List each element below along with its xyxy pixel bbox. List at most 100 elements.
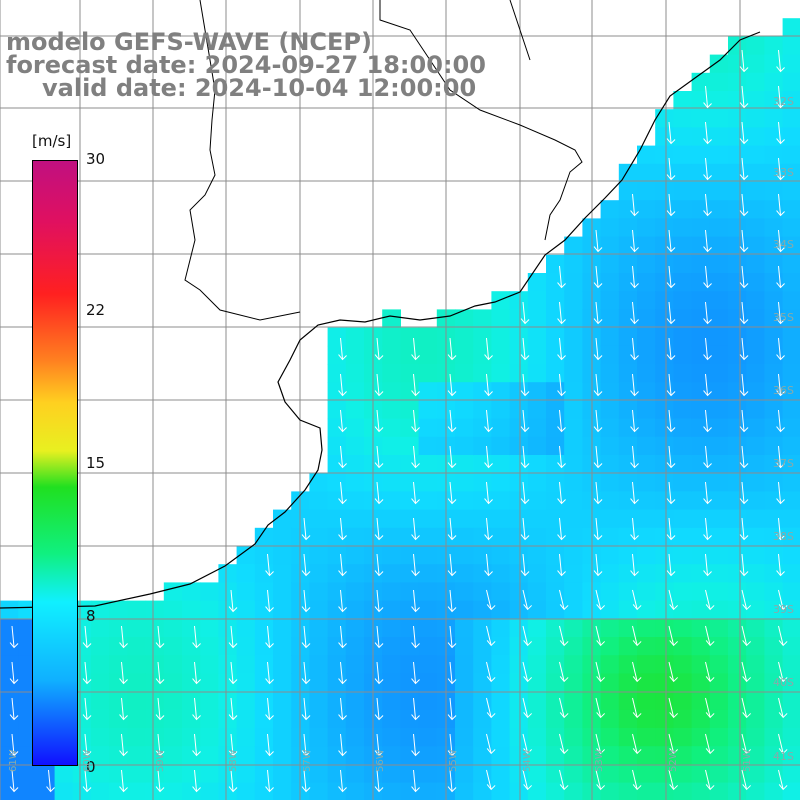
wind-cell (728, 236, 747, 256)
wind-cell (473, 400, 492, 420)
wind-cell (655, 746, 674, 765)
wind-cell (291, 691, 310, 711)
wind-cell (746, 527, 765, 547)
wind-cell (163, 764, 183, 784)
wind-cell (618, 218, 638, 238)
wind-cell (564, 327, 583, 347)
wind-cell (400, 473, 420, 492)
wind-cell (382, 509, 401, 529)
wind-cell (491, 527, 511, 547)
wind-cell (127, 655, 147, 674)
wind-cell (455, 618, 474, 638)
wind-cell (709, 546, 729, 565)
wind-arrow (668, 625, 679, 647)
longitude-label: 61W (8, 749, 19, 772)
wind-cell (728, 600, 747, 620)
wind-arrow (338, 553, 347, 577)
wind-arrow (776, 121, 785, 145)
wind-cell (764, 673, 784, 693)
wind-cell (691, 509, 711, 529)
wind-cell (382, 400, 401, 420)
wind-cell (709, 218, 729, 238)
wind-arrow (776, 85, 785, 109)
wind-cell (200, 618, 219, 638)
wind-arrow (447, 589, 457, 613)
wind-arrow (739, 301, 749, 325)
wind-cell (691, 436, 711, 456)
wind-cell (782, 582, 800, 602)
wind-cell (637, 309, 656, 329)
wind-cell (527, 273, 547, 292)
wind-cell (546, 782, 565, 800)
wind-cell (345, 673, 365, 693)
wind-cell (309, 564, 329, 583)
wind-cell (182, 655, 201, 674)
wind-cell (673, 291, 693, 310)
wind-cell (91, 691, 110, 711)
wind-cell (418, 327, 438, 347)
wind-arrow (155, 661, 165, 685)
wind-cell (345, 382, 365, 401)
wind-arrow (119, 769, 128, 793)
wind-cell (746, 200, 765, 219)
wind-cell (145, 655, 165, 674)
wind-cell (327, 691, 347, 711)
wind-cell (728, 546, 747, 565)
wind-cell (691, 546, 711, 565)
wind-cell (546, 473, 565, 492)
wind-cell (345, 782, 365, 800)
wind-cell (418, 746, 438, 765)
wind-cell (473, 673, 492, 693)
wind-cell (673, 764, 693, 784)
wind-cell (0, 655, 19, 674)
wind-cell (491, 546, 511, 565)
wind-cell (182, 728, 201, 747)
longitude-label: 58W (228, 749, 239, 772)
wind-cell (327, 782, 347, 800)
wind-cell (673, 728, 693, 747)
wind-cell (218, 582, 238, 602)
wind-cell (182, 746, 201, 765)
wind-cell (637, 291, 656, 310)
wind-cell (709, 273, 729, 292)
wind-cell (764, 582, 784, 602)
wind-cell (600, 564, 620, 583)
wind-cell (782, 618, 800, 638)
wind-cell (746, 637, 765, 656)
wind-cell (728, 218, 747, 238)
wind-cell (236, 728, 256, 747)
wind-cell (764, 491, 784, 511)
latitude-label: 37S (773, 457, 794, 470)
wind-cell (0, 618, 19, 638)
wind-cell (618, 673, 638, 693)
wind-cell (327, 491, 347, 511)
wind-arrow (739, 193, 749, 217)
wind-cell (709, 364, 729, 383)
wind-arrow (741, 769, 752, 791)
wind-cell (382, 655, 401, 674)
wind-arrow (155, 769, 165, 793)
wind-arrow (374, 481, 384, 505)
colorbar-tick-30: 30 (86, 150, 106, 168)
wind-cell (691, 564, 711, 583)
wind-cell (728, 182, 747, 201)
wind-cell (546, 746, 565, 765)
wind-cell (709, 127, 729, 147)
wind-cell (527, 455, 547, 474)
wind-arrow (666, 481, 676, 505)
wind-arrow (338, 769, 347, 793)
wind-cell (345, 418, 365, 438)
wind-cell (782, 36, 800, 56)
wind-cell (473, 546, 492, 565)
wind-cell (0, 709, 19, 729)
wind-cell (163, 691, 183, 711)
wind-cell (728, 491, 747, 511)
wind-cell (127, 746, 147, 765)
wind-cell (782, 291, 800, 310)
wind-arrow (668, 697, 679, 719)
wind-cell (236, 618, 256, 638)
wind-cell (491, 637, 511, 656)
wind-cell (127, 600, 147, 620)
wind-cell (618, 455, 638, 474)
wind-cell (618, 564, 638, 583)
